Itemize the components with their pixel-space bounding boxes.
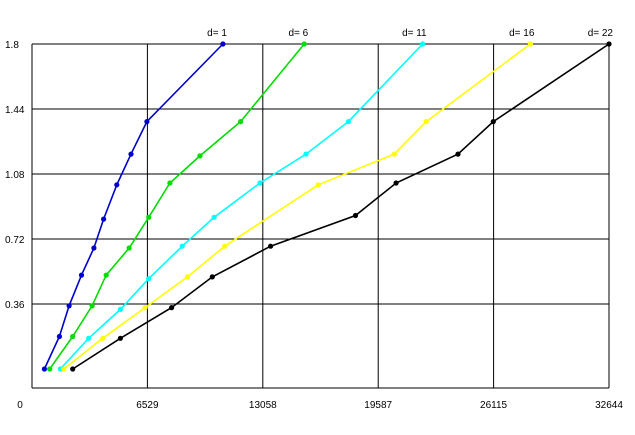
data-point [315,182,321,188]
data-point [66,303,72,309]
series-2 [47,41,307,372]
series-line [43,43,224,370]
data-point [146,214,152,220]
axes [31,44,609,389]
data-point [117,306,123,312]
data-point [61,366,67,372]
data-point [352,212,359,219]
series-line [72,43,610,370]
data-point [146,276,152,282]
data-point [142,305,148,311]
tick-labels: 0 6529 13058 19587 26115 32644 1.8 1.44 1.08 0.72… [5,40,623,411]
series-group [41,41,612,372]
grid-lines [32,43,610,388]
data-point [70,333,76,340]
data-point [238,119,244,125]
x-tick-label: 0 [17,400,23,411]
y-tick-label: 1.8 [5,40,19,51]
series-3 [57,41,426,372]
series-4 [61,41,534,372]
data-point [78,272,85,278]
data-point [169,305,175,311]
data-point [211,214,217,220]
data-point [101,216,107,222]
data-point [301,41,307,47]
data-point [455,151,461,157]
data-point [423,119,429,125]
data-point [391,151,397,157]
series-line [49,43,305,370]
data-point [527,41,534,47]
data-point [179,243,185,249]
data-point [606,41,612,47]
series-1 [41,41,226,372]
data-point [114,182,120,188]
data-point [100,335,106,341]
series-5 [70,41,612,372]
data-point [420,41,426,47]
data-point [197,153,203,159]
x-tick-label: 6529 [136,400,159,411]
data-point [393,180,399,186]
series-line [59,43,424,370]
data-point [222,243,228,249]
y-tick-label: 0.36 [5,300,25,311]
series-label: d= 16 [509,28,535,39]
data-point [91,245,97,251]
data-point [47,366,53,372]
data-point [268,243,274,249]
data-point [167,180,173,186]
data-point [220,41,226,47]
series-line [63,43,531,370]
y-tick-label: 0.72 [5,235,25,246]
data-point [103,272,109,278]
data-point [70,366,76,372]
data-point [303,151,309,157]
data-point [345,119,351,125]
data-point [209,274,215,280]
series-label: d= 1 [207,28,227,39]
x-tick-label: 19587 [364,400,392,411]
data-point [117,335,123,341]
series-label: d= 11 [402,28,427,39]
series-labels: d= 1 d= 6 d= 11 d= 16 d= 22 [207,28,613,39]
x-tick-label: 32644 [595,400,623,411]
data-point [490,119,496,125]
x-tick-label: 13058 [249,400,277,411]
data-point [144,119,150,125]
series-label: d= 22 [588,28,614,39]
data-point [126,245,132,251]
series-label: d= 6 [288,28,308,39]
data-point [184,274,191,280]
data-point [86,335,92,341]
data-point [257,180,263,186]
data-point [41,366,48,372]
y-tick-label: 1.08 [5,170,25,181]
data-point [128,151,134,157]
y-tick-label: 1.44 [5,105,25,116]
data-point [89,303,95,309]
data-point [56,333,63,340]
x-tick-label: 26115 [480,400,508,411]
